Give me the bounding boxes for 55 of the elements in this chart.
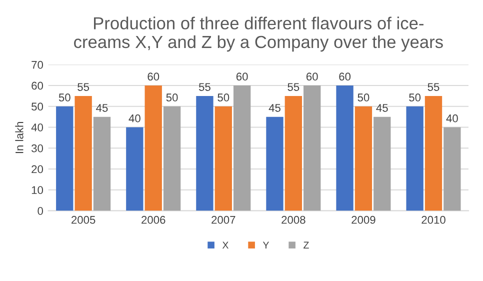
bar xyxy=(126,127,144,211)
data-label: 45 xyxy=(268,104,280,112)
bar xyxy=(354,106,372,211)
y-tick-label: 60 xyxy=(32,82,44,90)
data-label: 45 xyxy=(96,104,108,112)
data-label: 60 xyxy=(236,72,248,81)
x-tick-label: 2010 xyxy=(422,216,446,224)
y-tick-label: 20 xyxy=(32,165,44,174)
bar xyxy=(374,116,391,211)
data-label: 50 xyxy=(58,94,70,102)
chart-title: Production of three different flavours of ice- creams X,Y and Z by a Company over the years xyxy=(74,16,443,52)
bar xyxy=(266,116,284,211)
data-label: 40 xyxy=(446,114,458,122)
y-tick-label: 50 xyxy=(32,102,44,111)
y-tick-label: 30 xyxy=(32,144,44,152)
bar xyxy=(444,127,461,211)
x-tick-label: 2009 xyxy=(352,216,376,224)
bar xyxy=(304,86,321,211)
y-tick-label: 70 xyxy=(32,60,44,69)
bar xyxy=(424,96,442,211)
data-label: 50 xyxy=(218,94,230,102)
data-label: 40 xyxy=(128,114,140,122)
legend-label: X xyxy=(222,242,228,248)
bar xyxy=(163,106,181,211)
x-tick-label: 2007 xyxy=(212,216,236,224)
bar xyxy=(144,86,162,211)
bar xyxy=(93,116,111,211)
data-label: 60 xyxy=(339,72,351,81)
data-label: 50 xyxy=(409,94,421,102)
data-label: 45 xyxy=(376,104,388,112)
data-label: 55 xyxy=(78,83,90,91)
y-tick-label: 10 xyxy=(32,186,44,194)
data-label: 55 xyxy=(288,83,300,91)
data-label: 50 xyxy=(358,94,370,102)
bar xyxy=(336,86,354,211)
data-label: 55 xyxy=(198,83,210,91)
x-tick-label: 2006 xyxy=(142,216,166,224)
bar xyxy=(284,96,302,211)
legend-label: Z xyxy=(304,242,309,248)
bar xyxy=(56,106,74,211)
bar xyxy=(233,86,251,211)
y-axis-title: In lakh xyxy=(15,122,24,154)
data-label: 60 xyxy=(148,72,160,81)
x-tick-label: 2008 xyxy=(282,216,306,224)
bar xyxy=(214,106,232,211)
data-label: 60 xyxy=(306,72,318,81)
data-label: 50 xyxy=(166,94,178,102)
legend-label: Y xyxy=(262,242,269,248)
bar xyxy=(196,96,214,211)
bar xyxy=(406,106,424,211)
y-tick-label: 40 xyxy=(31,124,44,132)
data-label: 55 xyxy=(428,83,440,91)
y-tick-label: 0 xyxy=(38,207,44,215)
bar xyxy=(74,96,92,211)
x-tick-label: 2005 xyxy=(72,216,96,224)
